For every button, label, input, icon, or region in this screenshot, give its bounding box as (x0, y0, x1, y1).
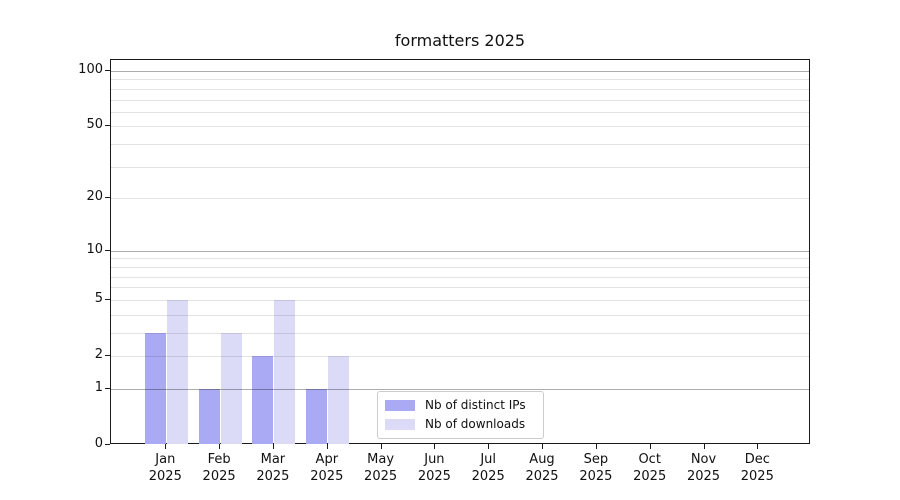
bar-downloads (166, 299, 188, 444)
x-tick-mark (165, 444, 167, 449)
bar-downloads (274, 299, 296, 444)
bar-downloads (328, 356, 350, 444)
bar-distinct-ips (252, 356, 274, 444)
gridline-minor (111, 299, 809, 301)
gridline-minor (111, 144, 809, 146)
chart-title: formatters 2025 (394, 31, 526, 50)
y-tick-label: 2 (94, 347, 103, 362)
legend-swatch (385, 400, 415, 411)
gridline-minor (111, 332, 809, 334)
gridline-minor (111, 88, 809, 90)
gridline-minor (111, 266, 809, 268)
x-tick-mark (595, 444, 597, 449)
legend: Nb of distinct IPs Nb of downloads (377, 391, 544, 439)
x-tick-mark (326, 444, 328, 449)
y-tick-mark (105, 355, 110, 356)
y-tick-label: 50 (86, 117, 103, 133)
y-tick-mark (105, 249, 110, 251)
gridline-major (111, 71, 809, 72)
x-tick-mark (757, 444, 759, 449)
x-tick-label: May 2025 (364, 452, 398, 484)
y-tick-mark (105, 444, 110, 445)
x-tick-mark (488, 444, 490, 449)
y-tick-label: 1 (94, 379, 103, 395)
plot-area (110, 59, 810, 444)
y-tick-mark (105, 298, 110, 300)
x-tick-mark (380, 444, 382, 449)
x-tick-label: Feb 2025 (202, 452, 236, 484)
x-tick-mark (542, 444, 543, 449)
x-tick-label: Mar 2025 (256, 452, 290, 484)
gridline-minor (111, 314, 809, 316)
x-tick-label: Oct 2025 (633, 452, 667, 484)
y-tick-mark (105, 70, 110, 71)
x-tick-mark (219, 444, 221, 449)
y-tick-label: 5 (94, 290, 103, 306)
y-tick-label: 10 (86, 241, 103, 257)
x-tick-label: Aug 2025 (525, 452, 559, 484)
x-tick-label: Sep 2025 (579, 452, 613, 484)
y-tick-label: 100 (78, 62, 103, 77)
legend-label: Nb of downloads (425, 417, 526, 431)
x-tick-mark (703, 444, 705, 449)
bar-distinct-ips (306, 388, 328, 444)
gridline-minor (111, 198, 809, 200)
y-tick-label: 0 (94, 436, 103, 451)
x-tick-label: Apr 2025 (310, 452, 344, 484)
y-tick-label: 20 (86, 189, 103, 205)
gridline-minor (111, 126, 809, 128)
gridline-minor (111, 287, 809, 289)
gridline-minor (111, 79, 809, 81)
gridline-minor (111, 258, 809, 260)
x-tick-mark (434, 444, 436, 449)
legend-item: Nb of downloads (385, 417, 535, 432)
legend-item: Nb of distinct IPs (385, 398, 535, 413)
gridline-minor (111, 276, 809, 278)
y-tick-mark (105, 125, 110, 127)
legend-label: Nb of distinct IPs (425, 398, 526, 412)
bar-distinct-ips (144, 332, 166, 444)
x-tick-label: Jul 2025 (471, 452, 505, 484)
gridline-minor (111, 356, 809, 357)
x-tick-mark (649, 444, 651, 449)
bar-distinct-ips (198, 388, 220, 444)
gridline-minor (111, 111, 809, 113)
x-tick-label: Jun 2025 (417, 452, 451, 484)
x-tick-label: Jan 2025 (148, 452, 182, 484)
y-tick-mark (105, 387, 110, 389)
bar-downloads (220, 332, 242, 444)
x-tick-label: Nov 2025 (686, 452, 721, 484)
x-tick-mark (272, 444, 274, 449)
gridline-minor (111, 99, 809, 101)
legend-swatch (385, 419, 415, 430)
y-tick-mark (105, 197, 110, 199)
gridline-major (111, 250, 809, 252)
gridline-minor (111, 166, 809, 168)
x-tick-label: Dec 2025 (740, 452, 774, 484)
